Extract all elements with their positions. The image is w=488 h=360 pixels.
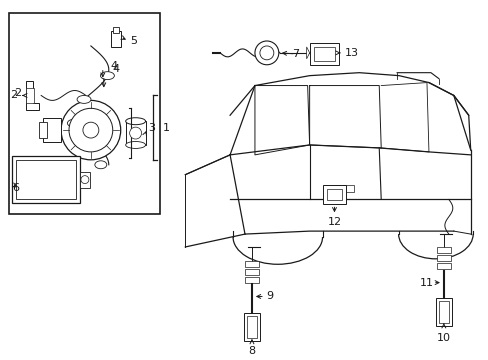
Ellipse shape [125, 141, 145, 148]
Bar [436, 255, 450, 261]
Ellipse shape [100, 72, 114, 80]
Bar [43, 118, 61, 142]
Ellipse shape [125, 118, 145, 125]
Bar [435, 298, 451, 326]
Text: 1: 1 [162, 123, 169, 133]
Circle shape [260, 46, 273, 60]
Text: 10: 10 [436, 333, 450, 343]
Bar [313, 47, 335, 61]
Bar [113, 27, 119, 33]
Bar [329, 185, 354, 193]
Ellipse shape [77, 95, 91, 103]
Text: 7: 7 [292, 49, 299, 59]
Text: 12: 12 [327, 217, 341, 227]
Bar [80, 172, 90, 188]
Bar [246, 316, 256, 338]
Bar [125, 121, 145, 145]
Text: 6: 6 [12, 183, 19, 193]
Bar [244, 313, 260, 341]
Text: 2: 2 [10, 90, 17, 100]
Text: 9: 9 [265, 292, 272, 301]
Text: 2: 2 [14, 89, 21, 99]
Text: 3: 3 [148, 123, 155, 133]
Bar [26, 87, 34, 103]
Circle shape [83, 122, 99, 138]
Polygon shape [306, 47, 309, 59]
Bar [244, 261, 258, 267]
Text: 4: 4 [111, 61, 118, 71]
Text: 5: 5 [130, 36, 137, 46]
Bar [438, 301, 448, 323]
Circle shape [61, 100, 121, 160]
Bar [9, 13, 160, 214]
Bar [436, 247, 450, 253]
Text: 11: 11 [419, 278, 433, 288]
Text: 4: 4 [113, 64, 120, 74]
Bar [244, 269, 258, 275]
Circle shape [81, 176, 89, 184]
Text: 8: 8 [248, 346, 255, 356]
Bar [322, 185, 346, 204]
Bar [111, 31, 121, 47]
Bar [436, 263, 450, 269]
Circle shape [69, 108, 113, 152]
Circle shape [254, 41, 278, 65]
Bar [12, 156, 80, 203]
Bar [244, 276, 258, 283]
Text: 13: 13 [344, 48, 358, 58]
Polygon shape [26, 81, 39, 110]
Bar [16, 160, 76, 199]
Bar [39, 122, 47, 138]
Bar [309, 43, 339, 65]
Ellipse shape [95, 161, 106, 169]
Bar [326, 189, 342, 201]
Circle shape [129, 127, 142, 139]
Ellipse shape [67, 119, 81, 127]
